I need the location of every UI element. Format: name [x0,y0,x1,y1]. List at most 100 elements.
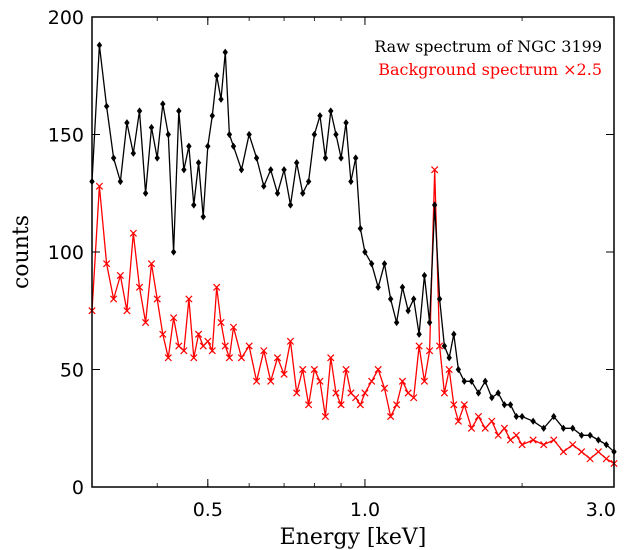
data-point [164,354,172,362]
data-point [501,401,508,409]
data-point [238,166,245,174]
data-point [519,412,525,421]
y-tick-label: 150 [48,125,84,147]
data-point [209,112,215,120]
data-point [96,41,103,49]
x-axis-title: Energy [keV] [280,525,427,550]
data-point [569,441,577,449]
data-point [181,166,187,174]
data-point [148,123,155,132]
data-point [273,354,282,362]
data-point [436,295,443,303]
data-point [117,177,124,186]
data-point [316,377,324,385]
data-point [311,130,318,139]
data-point [245,342,253,350]
data-point [110,154,117,162]
data-point [229,323,238,331]
data-point [387,295,394,303]
data-point [293,159,300,167]
data-point [142,189,149,197]
data-point [332,389,340,397]
data-point [305,177,312,186]
y-tick-label: 50 [60,360,84,382]
data-point [468,377,475,385]
y-tick-label: 200 [48,7,84,29]
data-point [195,159,202,167]
data-point [176,107,182,115]
data-point [321,412,330,421]
data-point [123,307,131,315]
data-point [461,377,467,385]
data-point [304,401,313,409]
data-point [237,354,246,362]
data-point [494,431,502,439]
data-point [337,401,345,409]
data-point [399,283,406,291]
data-point [204,337,212,345]
legend-entry-raw: Raw spectrum of NGC 3199 [374,37,602,56]
data-point [356,401,364,409]
data-point [374,365,382,374]
data-point [129,229,137,237]
data-point [440,389,449,397]
data-point [482,377,488,385]
data-point [393,318,400,327]
data-point [213,72,220,80]
data-point [252,377,261,385]
data-point [540,424,547,432]
data-point [300,189,306,197]
data-point [310,365,318,374]
data-point [380,384,389,392]
data-point [559,448,568,456]
data-point [426,318,433,327]
data-point [299,365,307,374]
data-point [169,314,178,322]
data-point [293,389,301,397]
data-point [454,417,462,425]
data-point [513,412,520,421]
data-point [116,271,124,280]
data-point [445,365,453,374]
data-point [286,337,295,345]
data-point [352,394,360,402]
data-point [441,342,448,350]
data-point [431,201,438,209]
data-point [560,424,567,432]
data-point [602,455,610,463]
data-point [317,112,323,120]
data-point [507,401,514,409]
data-point [368,260,375,268]
data-point [587,431,593,439]
series-0 [89,41,617,456]
data-point [124,119,130,127]
plot-frame [91,16,615,488]
data-point [260,347,268,355]
data-point [357,224,364,233]
data-point [411,295,417,303]
y-axis-title: counts [9,215,34,289]
data-point [261,182,267,190]
data-point [404,389,412,397]
data-point [375,283,381,291]
data-point [420,377,429,385]
data-point [213,283,221,291]
data-point [230,142,237,150]
data-point [109,295,118,303]
data-point [343,119,349,127]
y-tick-label: 100 [48,242,84,264]
data-point [512,431,520,439]
data-point [141,318,150,327]
series-1 [88,166,618,468]
data-point [221,342,229,350]
data-point [136,107,143,115]
data-point [450,401,458,409]
data-point [338,154,344,162]
ticks-layer: 0 50 100 150 200 0.5 1.0 3.0 [48,7,616,521]
data-point [435,342,444,350]
data-point [431,166,439,174]
data-point [246,130,252,139]
data-point [594,448,602,456]
data-point [165,130,171,139]
